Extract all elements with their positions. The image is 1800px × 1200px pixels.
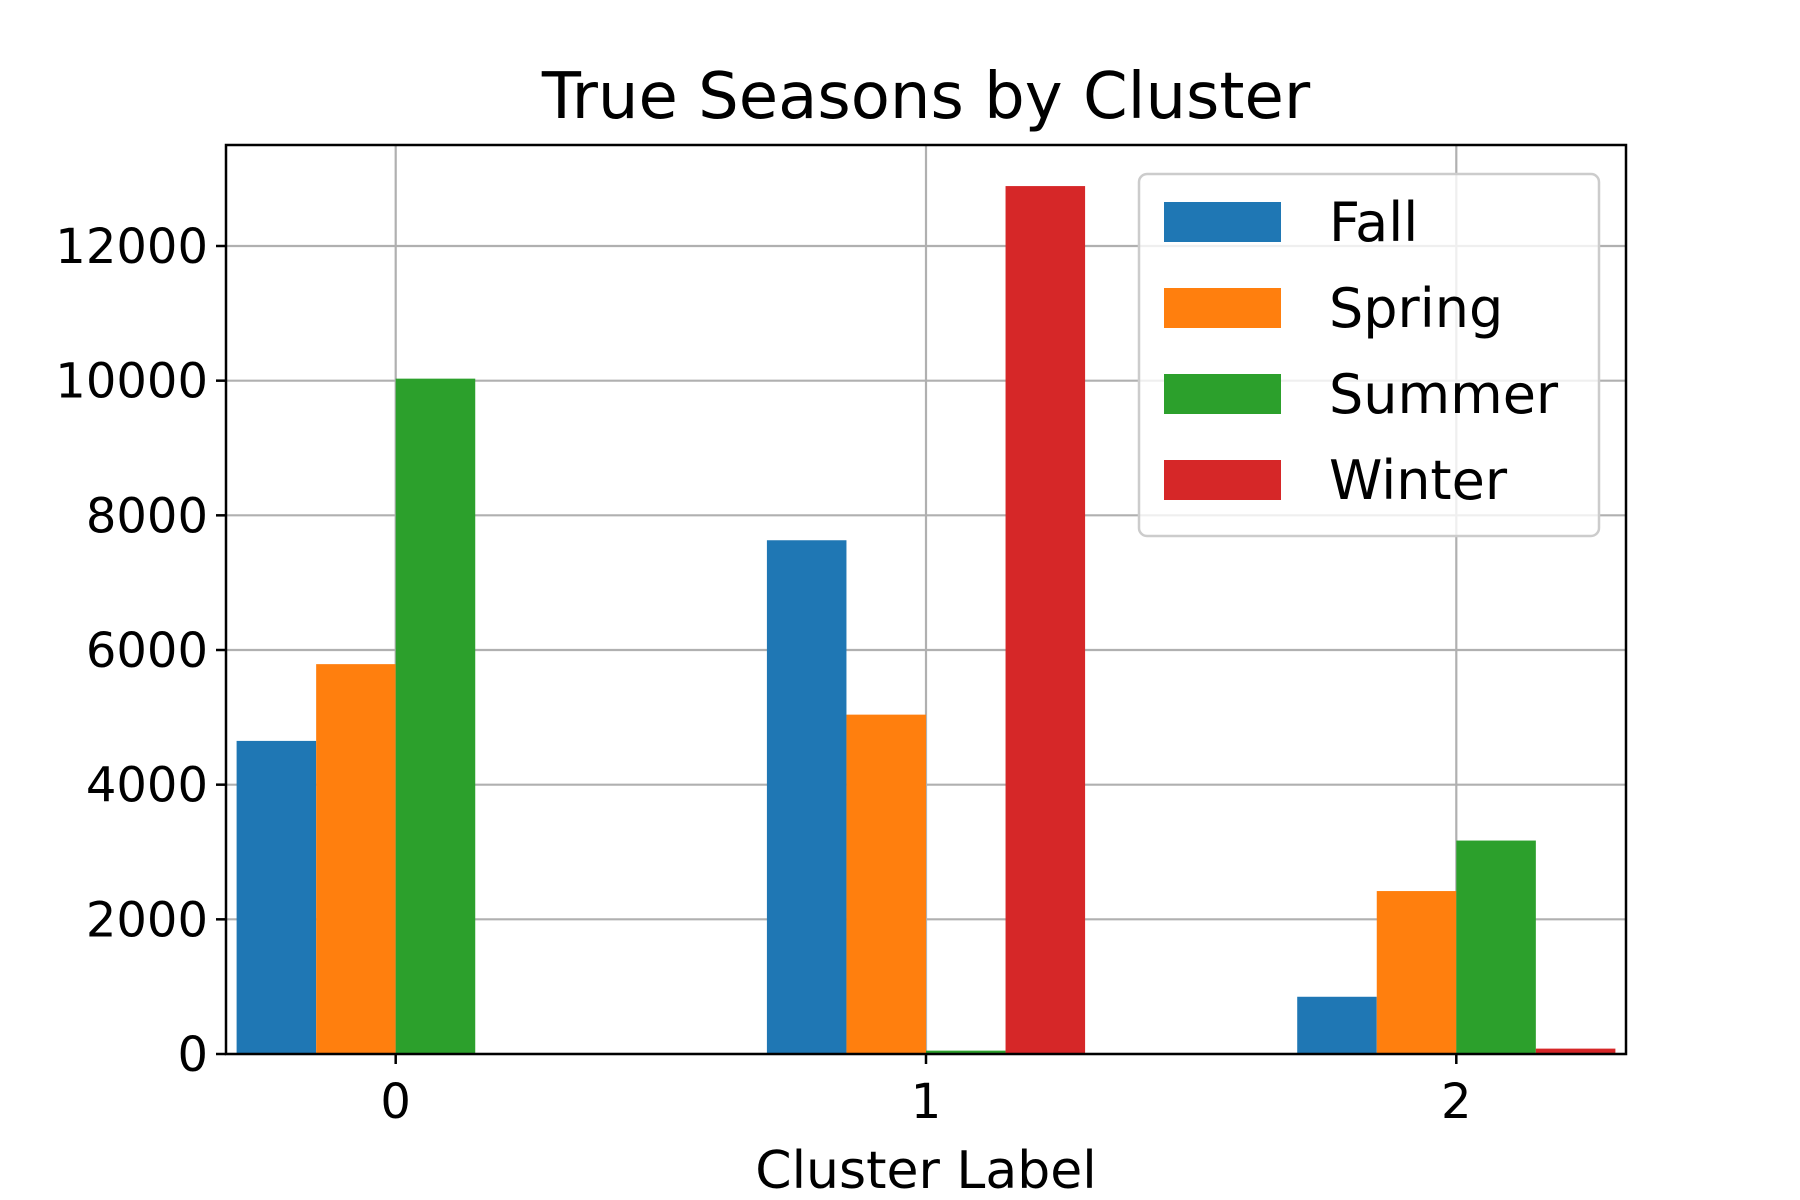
legend-swatch-spring xyxy=(1164,288,1281,328)
chart-title: True Seasons by Cluster xyxy=(541,60,1311,134)
axes: 0 2000 4000 6000 8000 10000 12000 0 1 2 xyxy=(55,143,1628,1130)
legend-label-fall: Fall xyxy=(1329,191,1418,254)
y-tick-label: 4000 xyxy=(86,758,208,814)
legend-swatch-summer xyxy=(1164,374,1281,414)
y-tick-label: 10000 xyxy=(55,354,208,410)
bar-fall-cluster-2 xyxy=(1297,996,1377,1054)
x-tick-label: 2 xyxy=(1441,1074,1472,1130)
y-tick-label: 8000 xyxy=(86,488,208,544)
x-tick-label: 0 xyxy=(380,1074,411,1130)
legend-swatch-winter xyxy=(1164,460,1281,500)
bar-fall-cluster-0 xyxy=(236,740,317,1054)
legend-label-summer: Summer xyxy=(1329,363,1559,426)
legend: Fall Spring Summer Winter xyxy=(1137,172,1601,538)
legend-label-winter: Winter xyxy=(1329,449,1508,512)
bars xyxy=(236,186,1616,1054)
legend-swatch-fall xyxy=(1164,202,1281,242)
legend-box xyxy=(1137,172,1601,538)
legend-label-spring: Spring xyxy=(1329,277,1503,340)
y-tick-label: 6000 xyxy=(86,623,208,679)
bar-summer-cluster-2 xyxy=(1456,840,1536,1054)
x-tick-label: 1 xyxy=(911,1074,942,1130)
y-tick-label: 2000 xyxy=(86,892,208,948)
y-tick-label: 12000 xyxy=(55,219,208,275)
bar-winter-cluster-1 xyxy=(1005,186,1086,1054)
bar-summer-cluster-0 xyxy=(395,378,476,1054)
y-tick-label: 0 xyxy=(177,1027,208,1083)
bar-winter-cluster-2 xyxy=(1535,1048,1616,1054)
bar-spring-cluster-0 xyxy=(316,664,396,1054)
bar-fall-cluster-1 xyxy=(766,540,847,1054)
x-axis-label: Cluster Label xyxy=(755,1141,1096,1200)
bar-summer-cluster-1 xyxy=(926,1050,1006,1054)
bar-spring-cluster-2 xyxy=(1376,891,1457,1054)
bar-spring-cluster-1 xyxy=(846,714,926,1054)
